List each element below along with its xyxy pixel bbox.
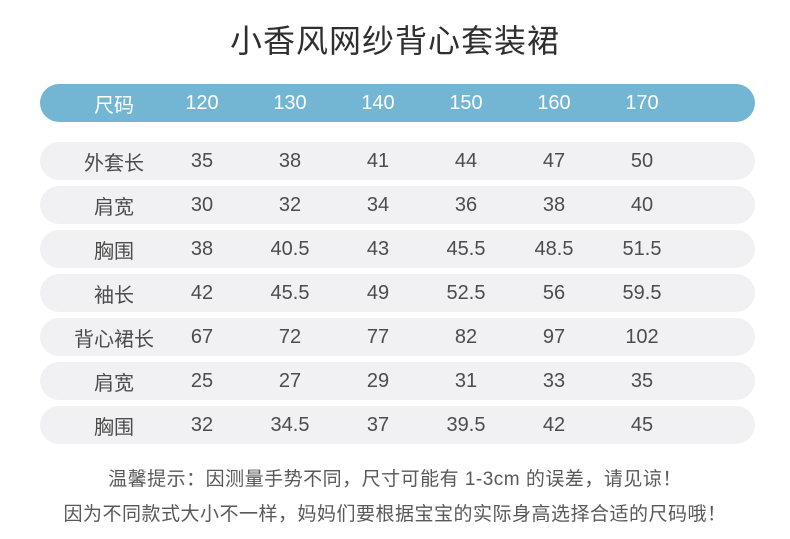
measure-value-cell: 40 — [630, 193, 654, 216]
measure-value-cell: 29 — [366, 369, 390, 392]
measure-value-cell: 45.5 — [270, 281, 310, 304]
table-row: 外套长 35 38 41 44 47 50 — [40, 142, 755, 180]
measure-value-cell: 33 — [542, 369, 566, 392]
measure-value-cell: 32 — [278, 193, 302, 216]
measure-value-cell: 32 — [190, 413, 214, 436]
measure-value-cell: 42 — [190, 281, 214, 304]
measure-value-cell: 52.5 — [446, 281, 486, 304]
header-size-cell: 150 — [449, 91, 483, 114]
measure-value-cell: 34.5 — [270, 413, 310, 436]
measure-value-cell: 38 — [190, 237, 214, 260]
measure-value-cell: 30 — [190, 193, 214, 216]
header-size-cell: 160 — [537, 91, 571, 114]
table-row: 胸围 38 40.5 43 45.5 48.5 51.5 — [40, 230, 755, 268]
measure-value-cell: 50 — [630, 149, 654, 172]
measure-value-cell: 31 — [454, 369, 478, 392]
footer-note: 温馨提示：因测量手势不同，尺寸可能有 1-3cm 的误差，请见谅！ 因为不同款式… — [0, 462, 790, 532]
measure-value-cell: 49 — [366, 281, 390, 304]
measure-value-cell: 82 — [454, 325, 478, 348]
size-table-header-row: 尺码 120 130 140 150 160 170 — [40, 84, 755, 122]
row-measure-label: 胸围 — [94, 416, 134, 439]
measure-value-cell: 34 — [366, 193, 390, 216]
table-row: 肩宽 30 32 34 36 38 40 — [40, 186, 755, 224]
footer-note-line1: 温馨提示：因测量手势不同，尺寸可能有 1-3cm 的误差，请见谅！ — [108, 469, 682, 490]
measure-value-cell: 47 — [542, 149, 566, 172]
row-measure-label: 肩宽 — [94, 372, 134, 395]
row-measure-label: 胸围 — [94, 240, 134, 263]
table-row: 胸围 32 34.5 37 39.5 42 45 — [40, 406, 755, 444]
measure-value-cell: 48.5 — [534, 237, 574, 260]
header-size-cell: 120 — [185, 91, 219, 114]
measure-value-cell: 40.5 — [270, 237, 310, 260]
header-size-cell: 130 — [273, 91, 307, 114]
measure-value-cell: 44 — [454, 149, 478, 172]
measure-value-cell: 38 — [278, 149, 302, 172]
page-title: 小香风网纱背心套装裙 — [229, 23, 560, 59]
row-measure-label: 外套长 — [84, 152, 144, 175]
measure-value-cell: 43 — [366, 237, 390, 260]
header-size-cell: 140 — [361, 91, 395, 114]
measure-value-cell: 38 — [542, 193, 566, 216]
measure-value-cell: 25 — [190, 369, 214, 392]
measure-value-cell: 35 — [190, 149, 214, 172]
measure-value-cell: 59.5 — [622, 281, 662, 304]
measure-value-cell: 97 — [542, 325, 566, 348]
measure-value-cell: 51.5 — [622, 237, 662, 260]
measure-value-cell: 35 — [630, 369, 654, 392]
measure-value-cell: 67 — [190, 325, 214, 348]
measure-value-cell: 39.5 — [446, 413, 486, 436]
header-size-cell: 170 — [625, 91, 659, 114]
measure-value-cell: 45 — [630, 413, 654, 436]
measure-value-cell: 36 — [454, 193, 478, 216]
size-table-body: 外套长 35 38 41 44 47 50 肩宽 30 32 34 36 38 … — [0, 142, 790, 444]
table-row: 袖长 42 45.5 49 52.5 56 59.5 — [40, 274, 755, 312]
table-row: 肩宽 25 27 29 31 33 35 — [40, 362, 755, 400]
footer-note-line2: 因为不同款式大小不一样，妈妈们要根据宝宝的实际身高选择合适的尺码哦！ — [63, 504, 727, 525]
measure-value-cell: 41 — [366, 149, 390, 172]
measure-value-cell: 42 — [542, 413, 566, 436]
row-measure-label: 袖长 — [94, 284, 134, 307]
measure-value-cell: 45.5 — [446, 237, 486, 260]
measure-value-cell: 102 — [625, 325, 659, 348]
row-measure-label: 肩宽 — [94, 196, 134, 219]
measure-value-cell: 72 — [278, 325, 302, 348]
measure-value-cell: 37 — [366, 413, 390, 436]
table-row: 背心裙长 67 72 77 82 97 102 — [40, 318, 755, 356]
row-measure-label: 背心裙长 — [74, 328, 154, 351]
measure-value-cell: 56 — [542, 281, 566, 304]
measure-value-cell: 77 — [366, 325, 390, 348]
header-size-label: 尺码 — [94, 94, 134, 117]
measure-value-cell: 27 — [278, 369, 302, 392]
